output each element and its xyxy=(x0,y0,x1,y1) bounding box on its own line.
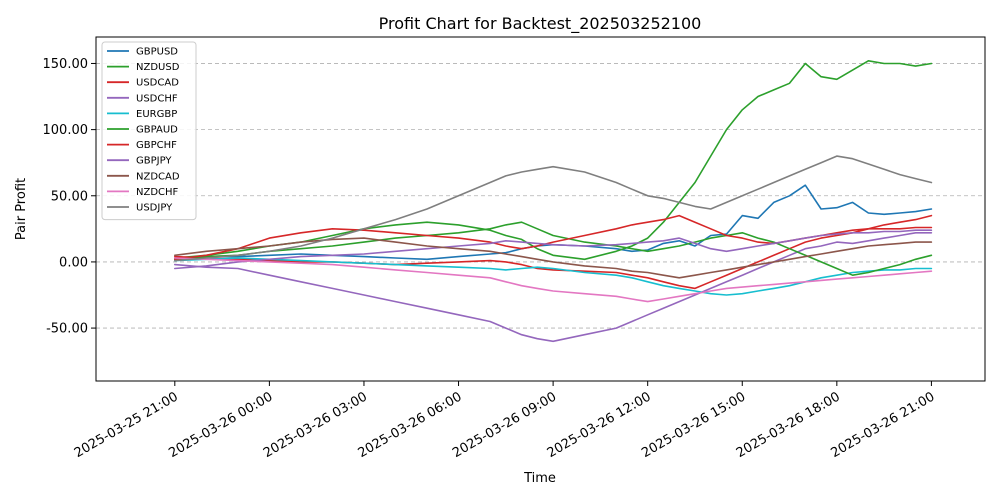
series-line-gbpjpy xyxy=(174,229,933,270)
legend-label-usdchf: USDCHF xyxy=(136,93,178,104)
y-tick-label: 100.00 xyxy=(43,123,89,138)
legend-label-gbpusd: GBPUSD xyxy=(136,47,178,58)
series-line-usdjpy xyxy=(174,155,933,262)
series-line-gbpaud xyxy=(174,221,933,277)
series-line-gbpusd xyxy=(174,184,933,261)
legend-label-nzdusd: NZDUSD xyxy=(136,62,180,73)
y-tick-label: 50.00 xyxy=(51,189,88,204)
y-axis-label: Pair Profit xyxy=(14,178,29,240)
plot-frame xyxy=(95,36,986,382)
legend-label-gbpaud: GBPAUD xyxy=(136,125,178,136)
y-tick-label: 150.00 xyxy=(43,57,89,72)
legend-label-gbpchf: GBPCHF xyxy=(136,140,177,151)
legend-label-usdjpy: USDJPY xyxy=(136,203,173,214)
y-tick-label: 0.00 xyxy=(59,255,88,270)
series-line-usdchf xyxy=(174,232,933,343)
legend-label-nzdchf: NZDCHF xyxy=(136,187,179,198)
x-axis-label: Time xyxy=(523,471,556,486)
chart-title: Profit Chart for Backtest_202503252100 xyxy=(379,14,702,34)
y-tick-label: -50.00 xyxy=(46,322,88,337)
legend-label-gbpjpy: GBPJPY xyxy=(136,156,172,167)
series-line-nzdchf xyxy=(174,257,933,303)
y-axis-ticks: -50.00 0.00 50.00 100.00 150.00 xyxy=(43,57,96,337)
series-line-eurgbp xyxy=(174,257,933,296)
legend: GBPUSD NZDUSD USDCAD USDCHF EURGBP GBPAUD GBPC… xyxy=(101,41,197,221)
legend-label-usdcad: USDCAD xyxy=(136,78,179,89)
legend-label-nzdcad: NZDCAD xyxy=(136,171,180,182)
series-line-gbpchf xyxy=(174,214,933,261)
legend-label-eurgbp: EURGBP xyxy=(136,109,177,120)
series-lines xyxy=(174,59,933,343)
series-line-nzdcad xyxy=(174,237,933,279)
